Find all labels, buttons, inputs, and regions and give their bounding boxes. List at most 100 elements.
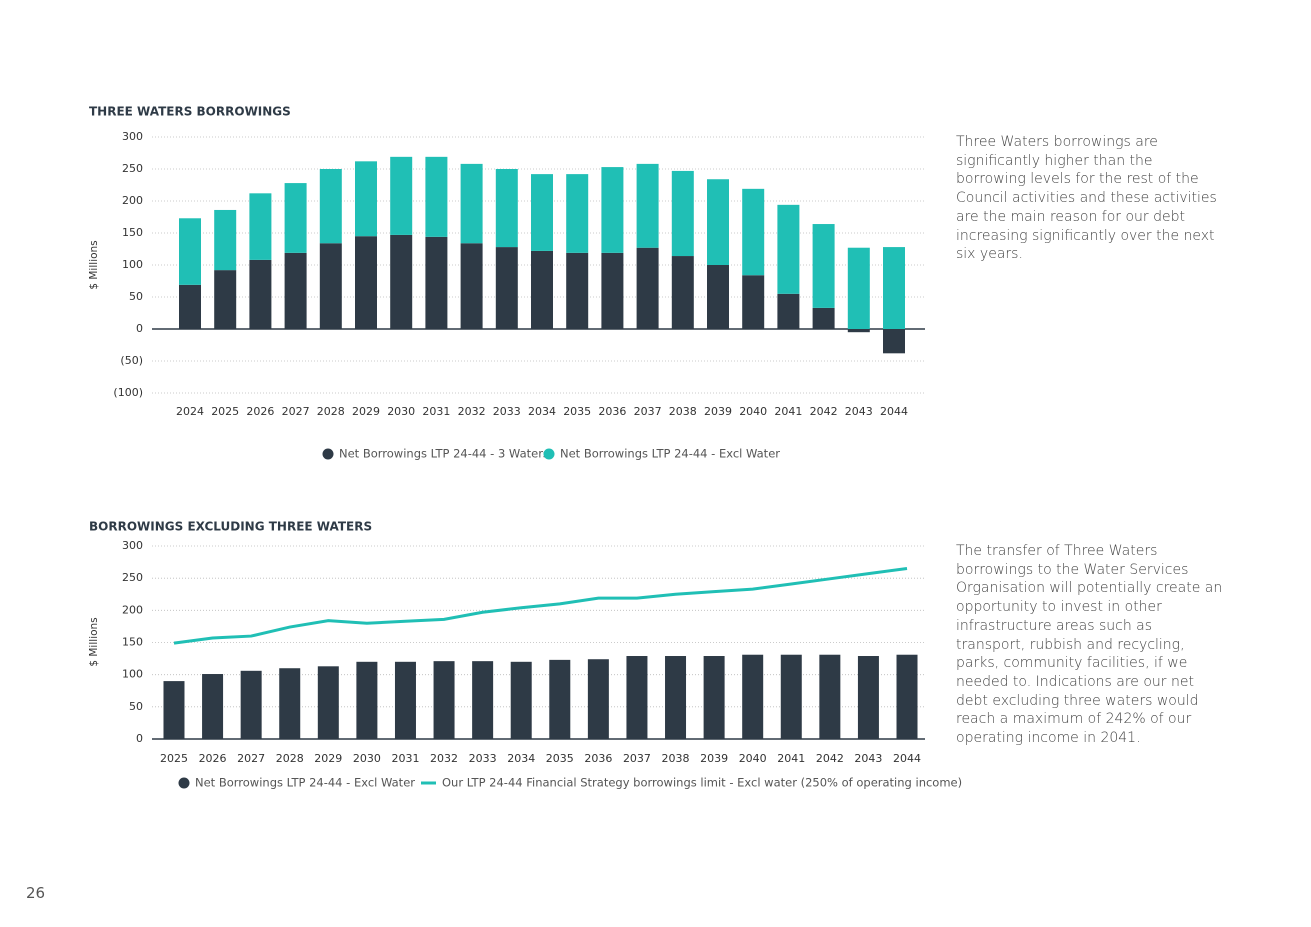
x-tick-label: 2043 — [845, 405, 873, 418]
x-tick-label: 2027 — [237, 752, 265, 765]
bar — [510, 661, 532, 739]
bar — [179, 284, 201, 329]
note: The transfer of Three Waters borrowings … — [956, 543, 1223, 747]
y-tick-label: 50 — [129, 290, 143, 303]
x-tick-label: 2033 — [469, 752, 497, 765]
bar — [819, 654, 841, 739]
x-tick-label: 2028 — [317, 405, 345, 418]
bar — [425, 156, 448, 237]
legend-marker — [322, 448, 334, 460]
x-tick-label: 2041 — [777, 752, 805, 765]
bar — [163, 681, 185, 739]
bar — [460, 163, 483, 244]
bar — [390, 234, 413, 329]
bar — [214, 209, 237, 271]
x-tick-label: 2025 — [211, 405, 239, 418]
x-tick-label: 2026 — [246, 405, 274, 418]
y-tick-label: 300 — [122, 539, 143, 552]
bar — [549, 659, 571, 739]
bar — [671, 170, 694, 257]
y-tick-label: 50 — [129, 700, 143, 713]
x-tick-label: 2039 — [700, 752, 728, 765]
x-tick-label: 2042 — [816, 752, 844, 765]
chart-title: BORROWINGS EXCLUDING THREE WATERS — [89, 520, 372, 534]
page-number: 26 — [26, 884, 46, 902]
x-tick-label: 2030 — [387, 405, 415, 418]
y-tick-label: 100 — [122, 258, 143, 271]
line — [173, 567, 908, 645]
bar — [284, 252, 307, 329]
bar — [777, 204, 800, 294]
x-tick-label: 2036 — [584, 752, 612, 765]
y-axis-label: $ Millions — [88, 240, 100, 289]
bar — [202, 674, 224, 739]
x-tick-label: 2027 — [282, 405, 310, 418]
bar — [214, 270, 237, 329]
y-tick-label: 250 — [122, 162, 143, 175]
x-tick-label: 2030 — [353, 752, 381, 765]
x-tick-label: 2034 — [507, 752, 535, 765]
legend-label: Our LTP 24-44 Financial Strategy borrowi… — [442, 776, 962, 790]
bar — [742, 188, 765, 276]
bar — [433, 661, 455, 739]
y-tick-label: 300 — [122, 130, 143, 143]
x-tick-label: 2026 — [199, 752, 227, 765]
x-tick-label: 2028 — [276, 752, 304, 765]
y-tick-label: (50) — [120, 354, 143, 367]
bar — [249, 193, 272, 260]
y-tick-label: 0 — [136, 322, 143, 335]
bar — [531, 250, 553, 329]
bar — [495, 169, 518, 248]
x-tick-label: 2038 — [662, 752, 690, 765]
bar — [472, 661, 494, 739]
bar — [425, 236, 448, 329]
x-tick-label: 2031 — [422, 405, 450, 418]
x-tick-label: 2035 — [546, 752, 574, 765]
bar — [812, 224, 835, 308]
bar — [460, 243, 483, 329]
bar — [777, 293, 800, 329]
bar — [707, 179, 729, 265]
bar — [896, 654, 918, 739]
note: Three Waters borrowings are significantl… — [956, 134, 1217, 263]
bar — [671, 256, 694, 329]
x-tick-label: 2043 — [854, 752, 882, 765]
bar — [665, 656, 687, 739]
bar — [355, 161, 377, 237]
bar — [707, 265, 729, 329]
x-tick-label: 2037 — [623, 752, 651, 765]
x-tick-label: 2042 — [810, 405, 838, 418]
bar — [249, 259, 272, 329]
y-tick-label: (100) — [113, 386, 143, 399]
bar — [601, 252, 624, 329]
bar — [319, 243, 342, 329]
y-tick-label: 0 — [136, 732, 143, 745]
bar — [626, 656, 648, 739]
bar — [636, 247, 659, 329]
bar — [587, 659, 609, 739]
bar — [883, 247, 905, 329]
bar — [319, 169, 342, 244]
bar — [179, 218, 201, 285]
x-tick-label: 2035 — [563, 405, 591, 418]
y-tick-label: 200 — [122, 194, 143, 207]
bar — [703, 656, 725, 739]
bar — [284, 183, 307, 253]
bar — [857, 656, 879, 739]
bar — [390, 156, 413, 235]
bar — [812, 307, 835, 329]
x-tick-label: 2040 — [739, 752, 767, 765]
legend-marker — [543, 448, 555, 460]
x-tick-label: 2044 — [893, 752, 921, 765]
x-tick-label: 2029 — [352, 405, 380, 418]
bar — [355, 236, 377, 329]
bar — [742, 654, 764, 739]
bar — [566, 252, 589, 329]
legend-marker — [178, 777, 190, 789]
bar — [495, 247, 518, 329]
y-tick-label: 150 — [122, 226, 143, 239]
x-tick-label: 2041 — [774, 405, 802, 418]
legend-label: Net Borrowings LTP 24-44 - Excl Water — [560, 447, 780, 461]
